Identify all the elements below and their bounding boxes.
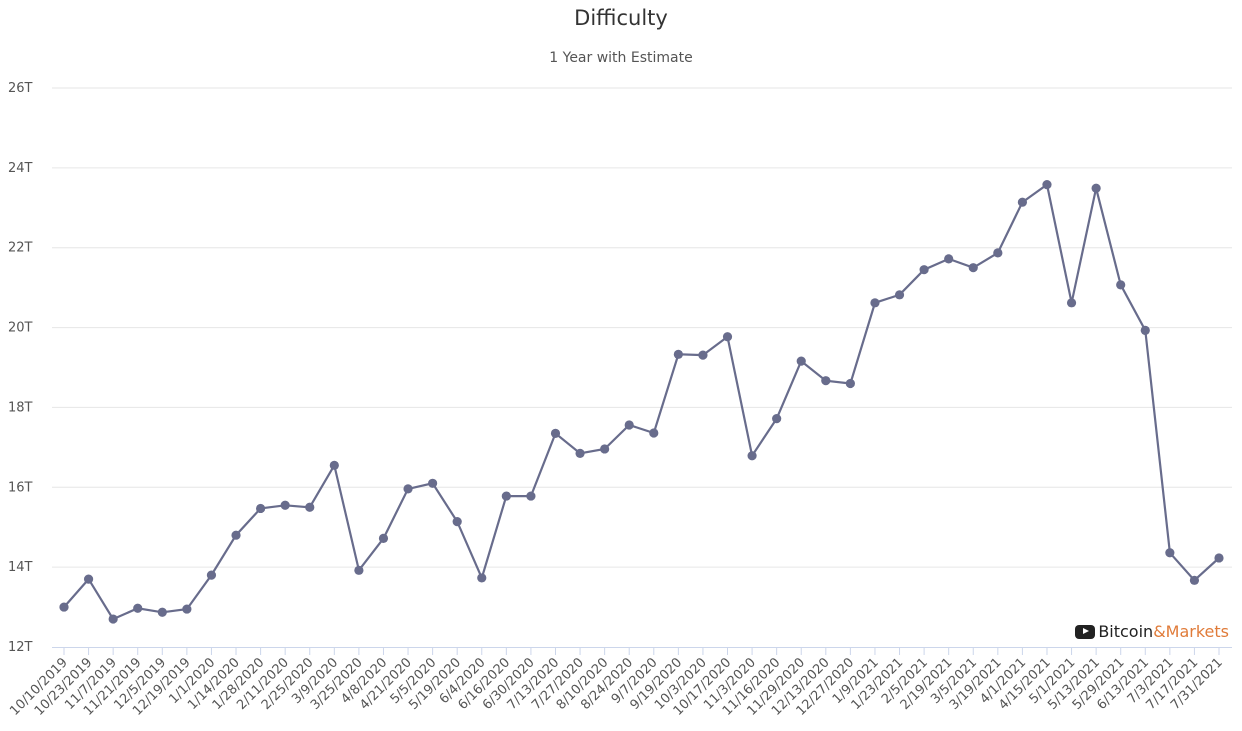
data-point[interactable] [1214,553,1224,563]
chart-subtitle: 1 Year with Estimate [549,50,693,66]
data-point[interactable] [821,376,831,386]
data-point[interactable] [894,290,905,300]
data-point[interactable] [206,570,217,580]
data-point[interactable] [944,254,954,264]
data-point[interactable] [305,502,315,512]
bitcoin-markets-logo: Bitcoin &Markets [1075,622,1229,641]
chart-title: Difficulty [574,6,668,30]
data-point[interactable] [993,248,1003,258]
data-point[interactable] [157,607,167,617]
brand-text-markets: &Markets [1153,622,1229,641]
data-point[interactable] [1091,183,1101,193]
data-point[interactable] [501,491,511,501]
data-point[interactable] [280,500,290,510]
data-point[interactable] [1017,197,1028,207]
data-point[interactable] [919,265,929,275]
brand-text-bitcoin: Bitcoin [1098,622,1154,641]
data-point[interactable] [108,614,118,624]
data-point[interactable] [83,574,94,584]
series-line-difficulty [63,182,1220,621]
data-point[interactable] [477,573,487,583]
data-point[interactable] [1066,298,1077,308]
data-point[interactable] [550,428,561,438]
data-point[interactable] [1165,548,1175,558]
data-point[interactable] [428,478,438,488]
y-tick-label: 18T [8,400,33,415]
data-point[interactable] [870,298,880,308]
data-point[interactable] [796,356,806,366]
data-point[interactable] [600,444,610,454]
play-button-icon [1075,624,1096,639]
data-point[interactable] [526,491,536,501]
data-point[interactable] [133,603,143,613]
y-tick-label: 16T [8,480,33,495]
data-point[interactable] [255,503,266,514]
data-point[interactable] [59,602,69,612]
data-point[interactable] [329,460,339,470]
data-point[interactable] [575,448,585,458]
data-point[interactable] [1042,180,1052,190]
data-point[interactable] [845,378,855,389]
y-tick-label: 14T [8,560,33,575]
data-point[interactable] [649,428,659,438]
y-tick-label: 12T [8,640,33,655]
data-point[interactable] [182,604,192,614]
data-point[interactable] [1140,325,1150,335]
data-point[interactable] [403,484,413,494]
y-tick-label: 22T [8,241,33,256]
data-point[interactable] [378,533,389,543]
data-point[interactable] [231,530,241,540]
data-point[interactable] [452,517,462,527]
data-point[interactable] [1189,575,1200,585]
data-point[interactable] [624,420,634,430]
y-tick-label: 26T [8,81,33,96]
data-point[interactable] [968,263,978,273]
data-point[interactable] [354,565,364,575]
y-tick-label: 24T [8,161,33,176]
data-point[interactable] [722,332,733,342]
data-point[interactable] [772,414,782,424]
data-point[interactable] [747,451,757,461]
data-point[interactable] [673,349,683,359]
data-point[interactable] [698,350,708,360]
y-tick-label: 20T [8,321,33,336]
data-point[interactable] [1116,280,1126,290]
